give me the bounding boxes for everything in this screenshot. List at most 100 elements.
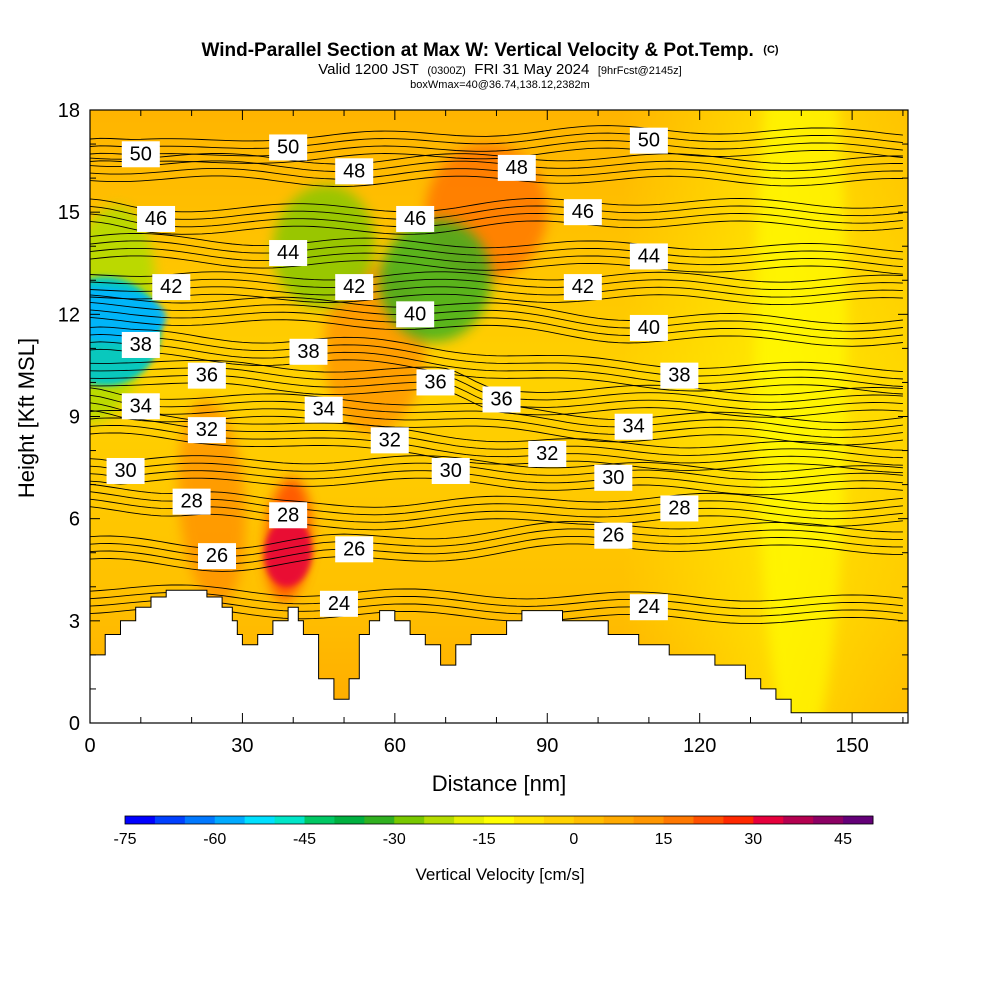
contour-label-text: 46 [145, 208, 167, 230]
colorbar-segment [843, 816, 874, 824]
contour-label-text: 38 [297, 341, 319, 363]
contour-label-box [660, 495, 699, 522]
contour-label-text: 24 [328, 593, 350, 615]
colorbar-tick-label: 15 [655, 831, 673, 848]
contour-label-text: 50 [130, 143, 152, 165]
contour-label-box [563, 199, 602, 226]
contour-label-box [614, 413, 653, 440]
contour-label-box [121, 331, 160, 358]
contour-label: 24 [319, 590, 358, 617]
theta-contour-48 [90, 160, 903, 173]
theta-contour-48 [90, 175, 903, 188]
chart-title: Wind-Parallel Section at Max W: Vertical… [201, 40, 778, 61]
theta-contour-38 [90, 341, 903, 387]
contour-label: 46 [137, 205, 176, 232]
contour-label-text: 32 [196, 419, 218, 441]
y-tick-label: 6 [69, 509, 80, 531]
axis-ticks [89, 109, 908, 724]
theta-contour-46 [90, 197, 903, 213]
contour-label-text: 34 [130, 395, 152, 417]
y-tick-label: 12 [58, 304, 80, 326]
contour-label-text: 34 [623, 416, 645, 438]
contour-label: 32 [187, 417, 226, 444]
contour-label-box [629, 314, 668, 341]
theta-contour-50 [90, 132, 903, 149]
contour-label: 46 [396, 205, 435, 232]
theta-contour-42 [90, 293, 903, 306]
colorbar-segment [693, 816, 724, 824]
theta-contour-28 [90, 491, 903, 516]
contour-label-text: 34 [313, 399, 335, 421]
contour-label: 50 [121, 141, 160, 168]
theta-contour-26 [90, 543, 903, 572]
subtitle-date: FRI 31 May 2024 [474, 61, 589, 78]
colorbar-tick-label: -15 [472, 831, 495, 848]
x-tick-label: 0 [84, 735, 95, 757]
colorbar-segment [125, 816, 156, 824]
colorbar [124, 815, 874, 825]
contour-label: 26 [594, 522, 633, 549]
contour-label-box [269, 502, 308, 529]
contour-label: 34 [121, 393, 160, 420]
theta-contour-30 [90, 477, 903, 496]
x-tick-label: 30 [231, 735, 253, 757]
contour-label-text: 50 [638, 130, 660, 152]
contour-label-box [304, 396, 343, 423]
contour-label-text: 26 [343, 538, 365, 560]
theta-contour-44 [90, 255, 903, 275]
contour-label-box [269, 134, 308, 161]
x-tick-label: 60 [384, 735, 406, 757]
contour-label-text: 30 [602, 467, 624, 489]
colorbar-segment [573, 816, 605, 824]
contour-label: 30 [431, 457, 470, 484]
y-tick-label: 0 [69, 713, 80, 735]
contour-label-box [335, 158, 374, 185]
contour-label-text: 30 [440, 460, 462, 482]
contour-label-box [106, 457, 145, 484]
theta-contour-46 [90, 205, 903, 220]
y-tick-label: 9 [69, 407, 80, 429]
x-tick-labels: 0 30 60 90 120 150 [84, 735, 868, 757]
colorbar-segment [214, 816, 246, 824]
theta-contour-42 [90, 271, 903, 283]
contour-label-text: 48 [506, 157, 528, 179]
contour-label-text: 38 [668, 365, 690, 387]
contour-label-text: 28 [668, 497, 690, 519]
contour-label: 44 [629, 243, 668, 270]
contour-label-text: 36 [196, 365, 218, 387]
colorbar-tick-label: 45 [834, 831, 852, 848]
theta-contour-38 [90, 326, 903, 373]
contour-label: 32 [370, 427, 409, 454]
contour-label-text: 46 [572, 201, 594, 223]
contour-label-box [396, 301, 435, 328]
colorbar-segment [424, 816, 455, 824]
theta-contour-40 [90, 301, 903, 332]
contour-label-text: 32 [536, 443, 558, 465]
contour-label-text: 36 [424, 371, 446, 393]
theta-contour-48 [90, 167, 903, 180]
theta-contour-30 [90, 470, 903, 488]
y-tick-labels: 0 3 6 9 12 15 18 [58, 100, 80, 735]
y-tick-label: 15 [58, 202, 80, 224]
contour-label-box [629, 594, 668, 621]
colorbar-segment [274, 816, 306, 824]
theta-contour-48 [90, 152, 903, 165]
contour-label-text: 42 [572, 276, 594, 298]
theta-contour-38 [90, 333, 903, 380]
contour-label: 26 [198, 543, 237, 570]
theta-contour-24 [90, 584, 903, 602]
contour-labels: 50 50 50 48 48 46 46 46 44 44 42 42 42 40 40 38 38 38 36 36… [106, 127, 699, 621]
theta-contour-40 [90, 316, 903, 347]
contour-label: 24 [629, 594, 668, 621]
colorbar-tick-label: -30 [383, 831, 406, 848]
contour-label-box [431, 457, 470, 484]
theta-contour-24 [90, 591, 903, 610]
contour-label-text: 38 [130, 334, 152, 356]
contour-label: 30 [594, 464, 633, 491]
contour-label-text: 40 [404, 303, 426, 325]
theta-contour-42 [90, 286, 903, 298]
contour-label-text: 24 [638, 596, 660, 618]
contour-label-text: 26 [206, 545, 228, 567]
contour-label: 40 [396, 301, 435, 328]
